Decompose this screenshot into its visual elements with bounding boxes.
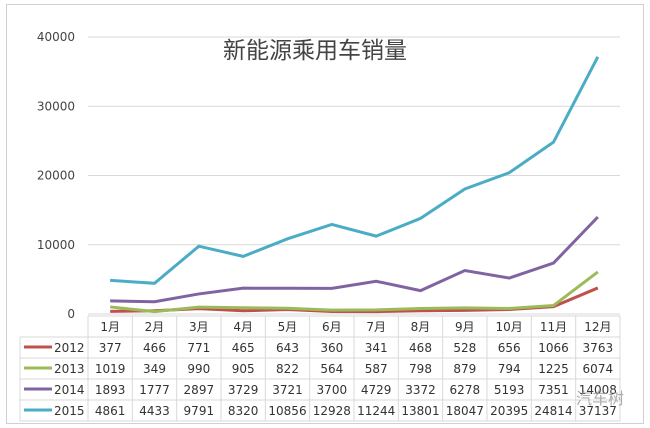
legend-label: 2012	[54, 341, 85, 355]
table-cell: 4861	[95, 404, 126, 418]
table-cell: 3372	[405, 383, 436, 397]
table-cell: 771	[187, 341, 210, 355]
table-cell: 341	[365, 341, 388, 355]
table-cell: 990	[187, 362, 210, 376]
x-tick-label: 11月	[540, 320, 567, 334]
table-cell: 822	[276, 362, 299, 376]
table-cell: 10856	[268, 404, 306, 418]
table-cell: 2897	[184, 383, 215, 397]
table-cell: 798	[409, 362, 432, 376]
table-cell: 528	[453, 341, 476, 355]
table-cell: 37137	[579, 404, 617, 418]
table-cell: 7351	[538, 383, 569, 397]
y-tick-label: 30000	[37, 99, 75, 113]
table-cell: 20395	[490, 404, 528, 418]
table-cell: 4729	[361, 383, 392, 397]
chart-frame	[6, 4, 644, 424]
table-cell: 468	[409, 341, 432, 355]
legend-label: 2013	[54, 362, 85, 376]
table-cell: 643	[276, 341, 299, 355]
table-cell: 5193	[494, 383, 525, 397]
table-cell: 656	[498, 341, 521, 355]
x-tick-label: 3月	[189, 320, 209, 334]
table-cell: 465	[232, 341, 255, 355]
x-tick-label: 8月	[411, 320, 431, 334]
y-tick-label: 10000	[37, 238, 75, 252]
table-cell: 1225	[538, 362, 569, 376]
table-cell: 18047	[446, 404, 484, 418]
table-cell: 905	[232, 362, 255, 376]
table-cell: 8320	[228, 404, 259, 418]
x-tick-label: 2月	[145, 320, 165, 334]
table-cell: 587	[365, 362, 388, 376]
table-cell: 1893	[95, 383, 126, 397]
table-cell: 24814	[534, 404, 572, 418]
table-cell: 3700	[317, 383, 348, 397]
x-tick-label: 5月	[278, 320, 298, 334]
watermark: 汽车树	[576, 389, 624, 408]
y-tick-label: 40000	[37, 30, 75, 44]
x-tick-label: 4月	[233, 320, 253, 334]
table-cell: 1777	[139, 383, 170, 397]
table-cell: 12928	[313, 404, 351, 418]
chart-title: 新能源乘用车销量	[223, 38, 407, 64]
table-cell: 6074	[583, 362, 614, 376]
table-cell: 14008	[579, 383, 617, 397]
x-tick-label: 10月	[496, 320, 523, 334]
table-cell: 360	[320, 341, 343, 355]
table-cell: 3763	[583, 341, 614, 355]
y-tick-label: 20000	[37, 169, 75, 183]
table-cell: 6278	[450, 383, 481, 397]
x-tick-label: 6月	[322, 320, 342, 334]
table-cell: 1066	[538, 341, 569, 355]
x-tick-label: 9月	[455, 320, 475, 334]
table-cell: 9791	[184, 404, 215, 418]
table-cell: 1019	[95, 362, 126, 376]
series-line-2014	[110, 215, 599, 304]
y-tick-label: 0	[67, 307, 75, 321]
table-cell: 13801	[401, 404, 439, 418]
table-cell: 794	[498, 362, 521, 376]
x-tick-label: 12月	[584, 320, 611, 334]
table-cell: 3729	[228, 383, 259, 397]
legend-label: 2015	[54, 404, 85, 418]
table-cell: 879	[453, 362, 476, 376]
series-line-2013	[110, 270, 599, 314]
legend-label: 2014	[54, 383, 85, 397]
table-cell: 377	[99, 341, 122, 355]
x-tick-label: 1月	[100, 320, 120, 334]
series-line-2015	[110, 56, 600, 285]
table-cell: 466	[143, 341, 166, 355]
table-cell: 3721	[272, 383, 303, 397]
x-tick-label: 7月	[366, 320, 386, 334]
table-cell: 11244	[357, 404, 395, 418]
table-cell: 564	[320, 362, 343, 376]
table-cell: 349	[143, 362, 166, 376]
table-cell: 4433	[139, 404, 170, 418]
